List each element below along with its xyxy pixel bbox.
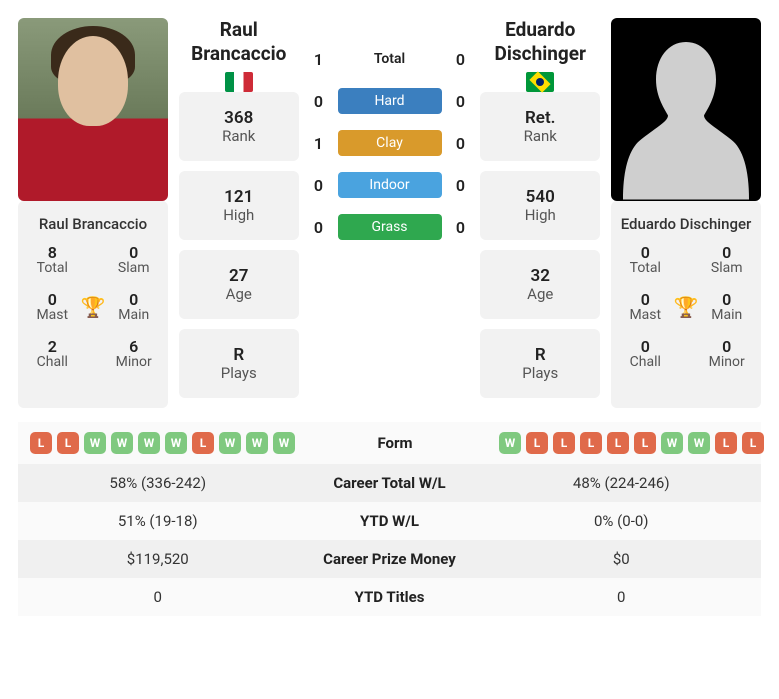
- form-badge[interactable]: W: [219, 432, 241, 454]
- form-badge[interactable]: W: [661, 432, 683, 454]
- form-badge[interactable]: W: [111, 432, 133, 454]
- h2h-total: 1 Total 0: [310, 46, 470, 72]
- player1-stats: Raul Brancaccio 368Rank 121High 27Age RP…: [179, 18, 299, 408]
- player2-stats: Eduardo Dischinger Ret.Rank 540High 32Ag…: [480, 18, 600, 408]
- titles-main: 0Main: [105, 290, 162, 323]
- titles-main: 0Main: [698, 290, 755, 323]
- trophy-icon: 🏆: [674, 295, 699, 319]
- form-badge[interactable]: L: [526, 432, 548, 454]
- titles-mast: 0Mast: [617, 290, 674, 323]
- form-badge[interactable]: W: [246, 432, 268, 454]
- h2h-indoor[interactable]: 0 Indoor 0: [310, 172, 470, 198]
- form-badge[interactable]: L: [634, 432, 656, 454]
- silhouette-icon: [611, 18, 761, 201]
- player2-name[interactable]: Eduardo Dischinger: [617, 209, 755, 243]
- titles-mast: 0Mast: [24, 290, 81, 323]
- form-badge[interactable]: L: [715, 432, 737, 454]
- form-badge[interactable]: L: [607, 432, 629, 454]
- player1-form: LLWWWWLWWW: [26, 432, 295, 454]
- stat-plays: RPlays: [179, 329, 299, 398]
- player1-column: Raul Brancaccio 8Total 0Slam 0Mast 🏆 0Ma…: [18, 18, 168, 408]
- form-badge[interactable]: W: [165, 432, 187, 454]
- cmp-career-wl-row: 58% (336-242) Career Total W/L 48% (224-…: [18, 464, 761, 502]
- form-badge[interactable]: W: [273, 432, 295, 454]
- player2-titles: 0Total 0Slam 0Mast 🏆 0Main 0Chall 0Minor: [617, 243, 755, 370]
- h2h-hard[interactable]: 0 Hard 0: [310, 88, 470, 114]
- comparison-table: LLWWWWLWWW Form WLLLLLWWLL 58% (336-242)…: [18, 422, 761, 616]
- h2h-clay[interactable]: 1 Clay 0: [310, 130, 470, 156]
- cmp-ytd-wl-row: 51% (19-18) YTD W/L 0% (0-0): [18, 502, 761, 540]
- titles-slam: 0Slam: [698, 243, 755, 276]
- form-badge[interactable]: L: [30, 432, 52, 454]
- stat-rank: 368Rank: [179, 92, 299, 161]
- titles-chall: 2Chall: [24, 337, 81, 370]
- flag-italy-icon: [225, 72, 253, 92]
- stat-plays: RPlays: [480, 329, 600, 398]
- form-badge[interactable]: L: [742, 432, 764, 454]
- form-badge[interactable]: L: [57, 432, 79, 454]
- form-badge[interactable]: L: [553, 432, 575, 454]
- form-badge[interactable]: W: [499, 432, 521, 454]
- player1-name[interactable]: Raul Brancaccio: [24, 209, 162, 243]
- form-badge[interactable]: W: [138, 432, 160, 454]
- form-badge[interactable]: L: [580, 432, 602, 454]
- form-badge[interactable]: W: [84, 432, 106, 454]
- comparison-header: Raul Brancaccio 8Total 0Slam 0Mast 🏆 0Ma…: [18, 18, 761, 408]
- player1-photo[interactable]: [18, 18, 168, 201]
- flag-brazil-icon: [526, 72, 554, 92]
- stat-age: 32Age: [480, 250, 600, 319]
- titles-minor: 6Minor: [105, 337, 162, 370]
- titles-minor: 0Minor: [698, 337, 755, 370]
- player1-card: Raul Brancaccio 8Total 0Slam 0Mast 🏆 0Ma…: [18, 201, 168, 408]
- form-badge[interactable]: W: [688, 432, 710, 454]
- trophy-icon: 🏆: [81, 295, 106, 319]
- player2-photo[interactable]: [611, 18, 761, 201]
- player2-form: WLLLLLWWLL: [495, 432, 768, 454]
- stat-rank: Ret.Rank: [480, 92, 600, 161]
- player1-titles: 8Total 0Slam 0Mast 🏆 0Main 2Chall 6Minor: [24, 243, 162, 370]
- titles-slam: 0Slam: [105, 243, 162, 276]
- cmp-ytd-titles-row: 0 YTD Titles 0: [18, 578, 761, 616]
- stat-age: 27Age: [179, 250, 299, 319]
- player2-card: Eduardo Dischinger 0Total 0Slam 0Mast 🏆 …: [611, 201, 761, 408]
- titles-chall: 0Chall: [617, 337, 674, 370]
- h2h-grass[interactable]: 0 Grass 0: [310, 214, 470, 240]
- player1-heading[interactable]: Raul Brancaccio: [179, 18, 299, 92]
- player2-heading[interactable]: Eduardo Dischinger: [480, 18, 600, 92]
- stat-high: 540High: [480, 171, 600, 240]
- form-badge[interactable]: L: [192, 432, 214, 454]
- titles-total: 8Total: [24, 243, 81, 276]
- h2h-column: 1 Total 0 0 Hard 0 1 Clay 0 0 Indoor 0 0…: [310, 18, 470, 408]
- player2-column: Eduardo Dischinger 0Total 0Slam 0Mast 🏆 …: [611, 18, 761, 408]
- cmp-form-row: LLWWWWLWWW Form WLLLLLWWLL: [18, 422, 761, 464]
- stat-high: 121High: [179, 171, 299, 240]
- titles-total: 0Total: [617, 243, 674, 276]
- cmp-prize-row: $119,520 Career Prize Money $0: [18, 540, 761, 578]
